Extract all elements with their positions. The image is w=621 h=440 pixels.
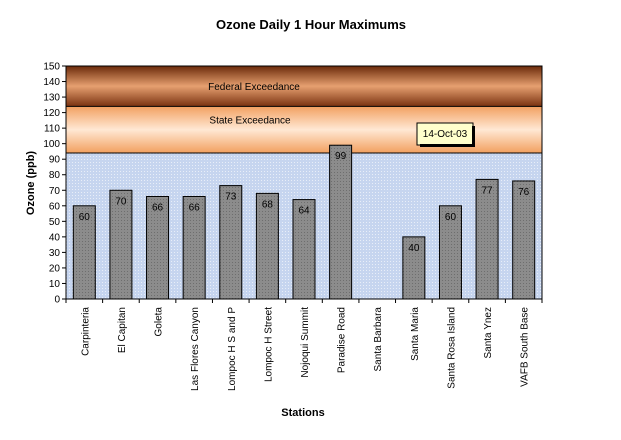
x-category-label: Goleta: [154, 307, 165, 337]
date-annotation-text: 14-Oct-03: [423, 129, 468, 140]
bar-value-label: 68: [262, 199, 274, 210]
x-axis-title: Stations: [281, 407, 324, 419]
bar-value-label: 73: [225, 192, 237, 203]
x-axis: Carpinteria El Capitan Goleta Las Flores Ca…: [65, 299, 543, 391]
y-tick-label: 50: [49, 217, 61, 228]
state-exceedance-label: State Exceedance: [209, 115, 291, 126]
bar: [329, 144, 353, 300]
x-category-label: Carpinteria: [80, 307, 91, 356]
y-tick-label: 130: [43, 93, 60, 104]
x-category-label: Santa Rosa Island: [446, 307, 457, 389]
x-category-label: Lompoc H S and P: [227, 307, 238, 391]
y-tick-label: 110: [44, 124, 60, 135]
x-category-label: Santa Ynez: [483, 307, 494, 359]
federal-exceedance-label: Federal Exceedance: [208, 82, 300, 93]
y-tick-label: 80: [49, 170, 61, 181]
date-annotation: 14-Oct-03: [416, 122, 475, 147]
x-category-label: Nojoqui Summit: [300, 307, 311, 378]
x-category-label: El Capitan: [117, 307, 128, 353]
bar-value-label: 66: [189, 202, 201, 213]
y-axis: 0 10 20 30 40 50 60 70 80 90 100 110 120 130 140 150: [43, 62, 66, 306]
plot-frame: [65, 65, 543, 300]
bar-value-label: 60: [79, 212, 91, 223]
x-category-label: Paradise Road: [337, 307, 348, 373]
bar: [475, 178, 499, 300]
y-tick-label: 140: [43, 77, 60, 88]
y-tick-label: 100: [43, 139, 60, 150]
y-tick-label: 90: [49, 155, 61, 166]
bar-value-label: 66: [152, 202, 164, 213]
chart-title: Ozone Daily 1 Hour Maximums: [216, 17, 406, 32]
y-tick-label: 60: [49, 201, 61, 212]
date-annotation-shadow: [472, 126, 475, 147]
plot-area: 60 70 66 66 73 68 64 99 40 60 77 76: [65, 65, 543, 300]
y-tick-label: 30: [49, 248, 61, 259]
y-tick-label: 150: [43, 62, 60, 73]
bar-value-label: 77: [482, 185, 494, 196]
bars-group: 60 70 66 66 73 68 64 99 40 60 77 76: [72, 144, 536, 300]
x-category-label: Las Flores Canyon: [190, 307, 201, 391]
y-tick-label: 40: [49, 232, 61, 243]
federal-exceedance-band: [66, 66, 542, 107]
x-category-label: Santa Maria: [410, 307, 421, 361]
y-axis-title: Ozone (ppb): [25, 151, 37, 215]
x-category-label: Santa Barbara: [373, 307, 384, 372]
bar: [219, 185, 243, 300]
y-tick-label: 120: [43, 108, 60, 119]
x-category-label: VAFB South Base: [520, 307, 531, 387]
bar: [512, 180, 536, 300]
bar-value-label: 99: [335, 151, 347, 162]
bar-value-label: 64: [298, 206, 310, 217]
y-tick-label: 70: [49, 186, 61, 197]
y-tick-label: 0: [54, 295, 60, 306]
y-tick-label: 20: [49, 263, 61, 274]
date-annotation-shadow-bottom: [420, 144, 475, 147]
bar-value-label: 40: [408, 243, 420, 254]
y-tick-label: 10: [49, 279, 61, 290]
x-category-label: Lompoc H Street: [263, 307, 274, 382]
bar-value-label: 70: [115, 196, 127, 207]
bar-value-label: 76: [518, 187, 530, 198]
bar-value-label: 60: [445, 212, 457, 223]
